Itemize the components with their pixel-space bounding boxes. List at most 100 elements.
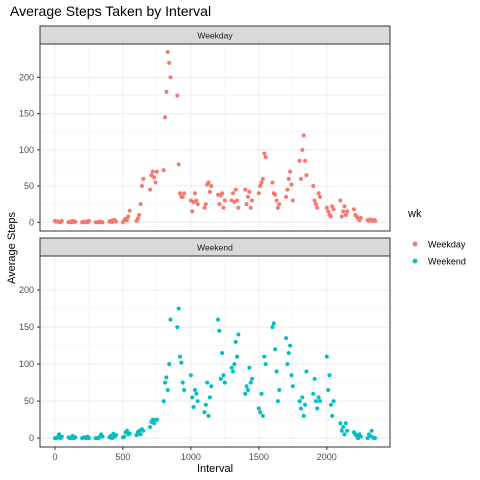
data-point — [165, 49, 170, 54]
legend-label-weekday: Weekday — [428, 240, 466, 250]
data-point — [315, 205, 320, 210]
data-point — [232, 362, 237, 367]
data-point — [222, 198, 227, 203]
data-point — [139, 184, 144, 189]
data-point — [256, 406, 261, 411]
data-point — [194, 198, 199, 203]
chart-title: Average Steps Taken by Interval — [10, 3, 211, 19]
data-point — [311, 184, 316, 189]
x-tick-label: 1000 — [181, 452, 201, 462]
data-point — [331, 207, 336, 212]
data-point — [342, 204, 347, 209]
data-point — [326, 387, 331, 392]
data-point — [275, 205, 280, 210]
data-point — [290, 384, 295, 389]
data-point — [163, 380, 168, 385]
data-point — [259, 180, 264, 185]
data-point — [161, 399, 166, 404]
data-point — [203, 402, 208, 407]
data-point — [154, 417, 159, 422]
data-point — [235, 198, 240, 203]
data-point — [114, 219, 119, 224]
data-point — [273, 192, 278, 197]
data-point — [127, 431, 132, 436]
data-point — [207, 395, 212, 400]
data-point — [244, 384, 249, 389]
data-point — [300, 147, 305, 152]
data-point — [284, 336, 289, 341]
data-point — [250, 376, 255, 381]
data-point — [327, 373, 332, 378]
data-point — [179, 360, 184, 365]
plot-area-weekend — [39, 255, 391, 448]
data-point — [176, 162, 181, 167]
data-point — [303, 402, 308, 407]
data-point — [122, 434, 127, 439]
data-point — [206, 180, 211, 185]
data-point — [192, 387, 197, 392]
data-point — [288, 343, 293, 348]
data-point — [188, 373, 193, 378]
data-point — [137, 213, 142, 218]
data-point — [216, 317, 221, 322]
data-point — [73, 435, 78, 440]
data-point — [164, 89, 169, 94]
x-tick-label: 0 — [52, 452, 57, 462]
data-point — [273, 347, 278, 352]
strip-label-weekday: Weekday — [197, 31, 233, 41]
data-point — [248, 205, 253, 210]
data-point — [258, 184, 263, 189]
data-point — [342, 432, 347, 437]
data-point — [262, 354, 267, 359]
data-point — [259, 391, 264, 396]
data-point — [331, 399, 336, 404]
data-point — [338, 198, 343, 203]
data-point — [313, 202, 318, 207]
data-point — [250, 198, 255, 203]
data-point — [163, 115, 168, 120]
y-axis-title: Average Steps — [6, 212, 18, 284]
y-tick-label: 50 — [24, 396, 34, 406]
data-point — [358, 215, 363, 220]
data-point — [127, 208, 132, 213]
x-tick-label: 1500 — [249, 452, 269, 462]
data-point — [338, 421, 343, 426]
data-point — [176, 306, 181, 311]
data-point — [330, 413, 335, 418]
data-point — [100, 220, 105, 225]
data-point — [161, 168, 166, 173]
x-tick-label: 2000 — [317, 452, 337, 462]
data-point — [86, 218, 91, 223]
data-point — [297, 158, 302, 163]
data-point — [271, 321, 276, 326]
panel-weekend: Weekend 0 50 100 150 200 — [19, 237, 391, 448]
plot-area-weekday — [39, 43, 391, 232]
y-tick-label: 200 — [19, 72, 34, 82]
data-point — [298, 176, 303, 181]
data-point — [207, 189, 212, 194]
data-point — [341, 209, 346, 214]
y-tick-label: 150 — [19, 322, 34, 332]
data-point — [191, 405, 196, 410]
legend-key-weekday — [412, 241, 418, 247]
data-point — [217, 328, 222, 333]
data-point — [343, 421, 348, 426]
data-point — [301, 413, 306, 418]
data-point — [328, 402, 333, 407]
data-point — [206, 413, 211, 418]
data-point — [324, 205, 329, 210]
data-point — [304, 173, 309, 178]
data-point — [222, 380, 227, 385]
data-point — [263, 362, 268, 367]
data-point — [339, 428, 344, 433]
x-tick-label: 500 — [115, 452, 130, 462]
y-tick-label: 150 — [19, 109, 34, 119]
panel-weekday: Weekday 0 50 100 150 200 — [19, 25, 391, 232]
data-point — [304, 369, 309, 374]
data-point — [231, 369, 236, 374]
data-point — [152, 175, 157, 180]
data-point — [244, 202, 249, 207]
y-tick-label: 200 — [19, 285, 34, 295]
data-point — [195, 399, 200, 404]
